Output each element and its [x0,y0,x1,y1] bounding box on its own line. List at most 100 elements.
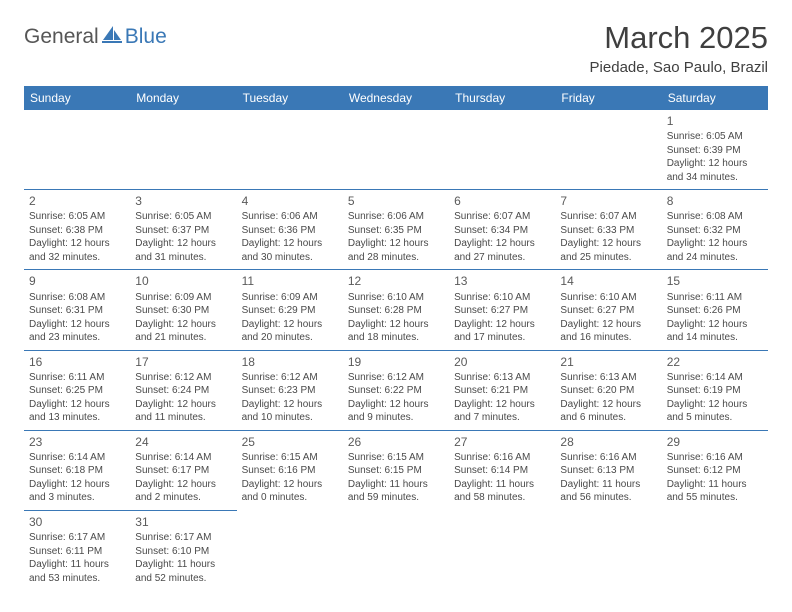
location: Piedade, Sao Paulo, Brazil [590,59,768,76]
daylight-line-2: and 10 minutes. [242,411,338,425]
day-number: 14 [560,273,656,289]
sunrise-line: Sunrise: 6:05 AM [667,130,763,144]
sunrise-line: Sunrise: 6:17 AM [135,531,231,545]
sunset-line: Sunset: 6:19 PM [667,384,763,398]
sunrise-line: Sunrise: 6:05 AM [135,210,231,224]
weekday-header: Wednesday [343,86,449,110]
sunrise-line: Sunrise: 6:14 AM [29,451,125,465]
daylight-line-1: Daylight: 12 hours [348,318,444,332]
calendar-cell: 9Sunrise: 6:08 AMSunset: 6:31 PMDaylight… [24,270,130,350]
calendar-cell: 16Sunrise: 6:11 AMSunset: 6:25 PMDayligh… [24,350,130,430]
sunset-line: Sunset: 6:35 PM [348,224,444,238]
sunset-line: Sunset: 6:15 PM [348,464,444,478]
daylight-line-2: and 30 minutes. [242,251,338,265]
daylight-line-1: Daylight: 12 hours [560,318,656,332]
calendar-cell: 15Sunrise: 6:11 AMSunset: 6:26 PMDayligh… [662,270,768,350]
sunset-line: Sunset: 6:27 PM [560,304,656,318]
sunset-line: Sunset: 6:28 PM [348,304,444,318]
sunrise-line: Sunrise: 6:10 AM [560,291,656,305]
day-number: 19 [348,354,444,370]
daylight-line-1: Daylight: 11 hours [667,478,763,492]
sunrise-line: Sunrise: 6:06 AM [242,210,338,224]
daylight-line-1: Daylight: 12 hours [29,478,125,492]
logo-text-blue: Blue [125,25,167,49]
day-number: 21 [560,354,656,370]
sunset-line: Sunset: 6:31 PM [29,304,125,318]
calendar-row: 1Sunrise: 6:05 AMSunset: 6:39 PMDaylight… [24,110,768,190]
calendar-cell [662,510,768,590]
calendar-cell: 6Sunrise: 6:07 AMSunset: 6:34 PMDaylight… [449,190,555,270]
calendar-row: 9Sunrise: 6:08 AMSunset: 6:31 PMDaylight… [24,270,768,350]
daylight-line-1: Daylight: 12 hours [667,237,763,251]
calendar-cell: 14 Sunrise: 6:10 AMSunset: 6:27 PMDayligh… [555,270,661,350]
sunrise-line: Sunrise: 6:08 AM [667,210,763,224]
sunset-line: Sunset: 6:38 PM [29,224,125,238]
calendar-cell [449,110,555,190]
calendar-row: 16Sunrise: 6:11 AMSunset: 6:25 PMDayligh… [24,350,768,430]
sunrise-line: Sunrise: 6:10 AM [454,291,550,305]
sunrise-line: Sunrise: 6:16 AM [667,451,763,465]
weekday-header: Thursday [449,86,555,110]
calendar-cell: 13Sunrise: 6:10 AMSunset: 6:27 PMDayligh… [449,270,555,350]
daylight-line-2: and 20 minutes. [242,331,338,345]
daylight-line-2: and 21 minutes. [135,331,231,345]
daylight-line-1: Daylight: 12 hours [560,398,656,412]
sunset-line: Sunset: 6:16 PM [242,464,338,478]
daylight-line-1: Daylight: 11 hours [135,558,231,572]
day-number: 5 [348,193,444,209]
calendar-cell: 25Sunrise: 6:15 AMSunset: 6:16 PMDayligh… [237,430,343,510]
calendar-cell: 3Sunrise: 6:05 AMSunset: 6:37 PMDaylight… [130,190,236,270]
day-number: 8 [667,193,763,209]
sunrise-line: Sunrise: 6:09 AM [242,291,338,305]
daylight-line-1: Daylight: 11 hours [454,478,550,492]
daylight-line-1: Daylight: 12 hours [454,318,550,332]
day-number: 13 [454,273,550,289]
day-number: 22 [667,354,763,370]
calendar-cell: 1Sunrise: 6:05 AMSunset: 6:39 PMDaylight… [662,110,768,190]
sunset-line: Sunset: 6:23 PM [242,384,338,398]
sunrise-line: Sunrise: 6:12 AM [135,371,231,385]
day-number: 27 [454,434,550,450]
calendar-cell [343,110,449,190]
calendar-cell: 29Sunrise: 6:16 AMSunset: 6:12 PMDayligh… [662,430,768,510]
sunrise-line: Sunrise: 6:12 AM [348,371,444,385]
sunrise-line: Sunrise: 6:11 AM [667,291,763,305]
sunrise-line: Sunrise: 6:09 AM [135,291,231,305]
day-number: 16 [29,354,125,370]
day-number: 11 [242,273,338,289]
day-number: 15 [667,273,763,289]
day-number: 20 [454,354,550,370]
calendar-cell: 28Sunrise: 6:16 AMSunset: 6:13 PMDayligh… [555,430,661,510]
logo: General Blue [24,24,167,49]
calendar-cell [237,110,343,190]
daylight-line-2: and 11 minutes. [135,411,231,425]
day-number: 29 [667,434,763,450]
daylight-line-2: and 55 minutes. [667,491,763,505]
daylight-line-1: Daylight: 12 hours [242,478,338,492]
sunset-line: Sunset: 6:20 PM [560,384,656,398]
weekday-header: Sunday [24,86,130,110]
sunrise-line: Sunrise: 6:15 AM [348,451,444,465]
daylight-line-2: and 52 minutes. [135,572,231,586]
daylight-line-1: Daylight: 12 hours [29,398,125,412]
daylight-line-2: and 59 minutes. [348,491,444,505]
page: General Blue March 2025 Piedade, Sao Pau… [0,0,792,610]
day-number: 1 [667,113,763,129]
calendar-cell: 22Sunrise: 6:14 AMSunset: 6:19 PMDayligh… [662,350,768,430]
calendar-cell [555,510,661,590]
daylight-line-2: and 31 minutes. [135,251,231,265]
sunrise-line: Sunrise: 6:11 AM [29,371,125,385]
daylight-line-1: Daylight: 11 hours [29,558,125,572]
day-number: 3 [135,193,231,209]
weekday-header: Tuesday [237,86,343,110]
daylight-line-2: and 58 minutes. [454,491,550,505]
day-number: 6 [454,193,550,209]
daylight-line-1: Daylight: 12 hours [667,398,763,412]
day-number: 17 [135,354,231,370]
calendar-cell: 24Sunrise: 6:14 AMSunset: 6:17 PMDayligh… [130,430,236,510]
daylight-line-2: and 28 minutes. [348,251,444,265]
calendar-cell: 23Sunrise: 6:14 AMSunset: 6:18 PMDayligh… [24,430,130,510]
calendar-cell [24,110,130,190]
daylight-line-2: and 18 minutes. [348,331,444,345]
calendar-cell: 19Sunrise: 6:12 AMSunset: 6:22 PMDayligh… [343,350,449,430]
